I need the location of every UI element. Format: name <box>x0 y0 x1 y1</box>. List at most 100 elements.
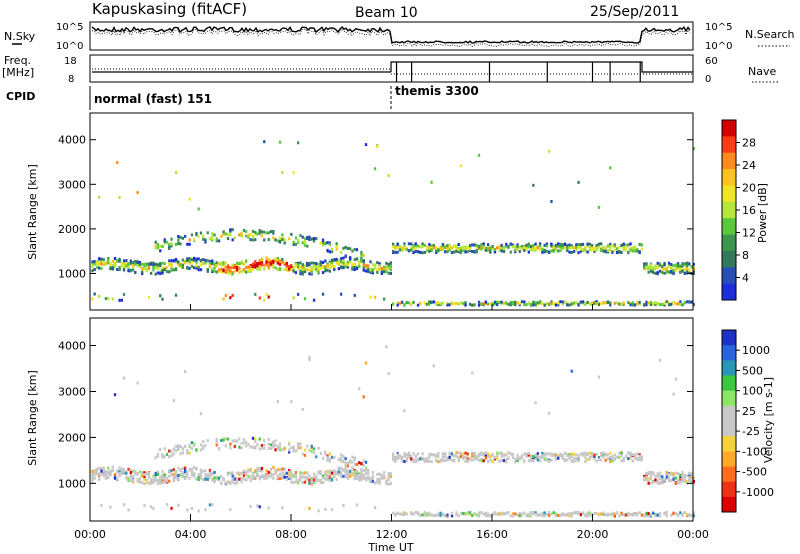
range-gate-cell <box>527 242 530 246</box>
range-gate-cell <box>428 511 431 515</box>
range-gate-cell <box>656 261 659 265</box>
range-gate-cell <box>324 470 327 474</box>
range-gate-cell <box>376 145 379 148</box>
range-gate-cell <box>245 440 248 444</box>
range-gate-cell <box>412 247 415 251</box>
range-gate-cell <box>349 469 352 473</box>
range-gate-cell <box>681 512 684 516</box>
range-gate-cell <box>609 451 612 455</box>
range-gate-cell <box>355 503 359 507</box>
range-gate-cell <box>202 440 205 444</box>
range-gate-cell <box>539 242 542 246</box>
range-gate-cell <box>229 446 232 450</box>
range-gate-cell <box>658 471 662 475</box>
range-gate-cell <box>312 237 316 241</box>
range-gate-cell <box>249 469 252 473</box>
range-gate-cell <box>321 238 325 242</box>
range-gate-cell <box>93 292 96 296</box>
range-gate-cell <box>358 387 361 391</box>
range-gate-cell <box>278 473 282 476</box>
range-gate-cell <box>575 458 578 462</box>
range-gate-cell <box>462 249 465 252</box>
range-gate-cell <box>676 478 680 482</box>
range-gate-cell <box>346 472 350 476</box>
range-gate-cell <box>202 234 205 238</box>
range-gate-cell <box>392 454 395 458</box>
range-gate-cell <box>328 478 331 482</box>
range-gate-cell <box>265 474 268 478</box>
range-gate-cell <box>143 477 146 481</box>
range-gate-cell <box>125 259 128 263</box>
range-gate-cell <box>649 266 653 270</box>
range-gate-cell <box>631 459 634 463</box>
y-tick-label: 1000 <box>58 477 86 490</box>
range-gate-cell <box>464 247 467 251</box>
range-gate-cell <box>428 302 431 306</box>
power-panel-frame <box>89 112 694 311</box>
range-gate-cell <box>100 467 103 471</box>
range-gate-cell <box>376 478 379 482</box>
range-gate-cell <box>362 459 365 463</box>
range-gate-cell <box>344 475 347 478</box>
range-gate-cell <box>622 246 625 250</box>
range-gate-cell <box>272 265 275 269</box>
freq-axis-right-bottom: 0 <box>705 74 711 85</box>
range-gate-cell <box>170 472 173 476</box>
range-gate-cell <box>371 475 374 479</box>
range-gate-cell <box>643 477 646 481</box>
range-gate-cell <box>570 514 573 518</box>
range-gate-cell <box>247 469 250 473</box>
colorbar-band <box>722 169 736 186</box>
range-gate-cell <box>224 261 227 265</box>
range-gate-cell <box>529 248 533 252</box>
range-gate-cell <box>254 230 257 234</box>
noise-axis-right-bottom: 10^0 <box>705 41 732 52</box>
range-gate-cell <box>532 300 535 304</box>
range-gate-cell <box>645 472 648 475</box>
range-gate-cell <box>161 245 164 249</box>
range-gate-cell <box>362 253 365 257</box>
range-gate-cell <box>439 302 442 306</box>
range-gate-cell <box>272 440 275 444</box>
range-gate-cell <box>98 266 101 270</box>
range-gate-cell <box>500 243 503 247</box>
range-gate-cell <box>249 445 252 449</box>
range-gate-cell <box>667 263 671 267</box>
range-gate-cell <box>405 456 408 460</box>
range-gate-cell <box>281 238 284 241</box>
range-gate-cell <box>93 470 96 474</box>
range-gate-cell <box>188 238 191 242</box>
range-gate-cell <box>554 248 558 252</box>
range-gate-cell <box>516 245 519 249</box>
range-gate-cell <box>342 459 345 463</box>
range-gate-cell <box>111 297 114 301</box>
range-gate-cell <box>450 514 454 518</box>
range-gate-cell <box>238 233 241 237</box>
range-gate-cell <box>351 466 354 470</box>
range-gate-cell <box>306 478 309 482</box>
range-gate-cell <box>364 467 368 470</box>
range-gate-cell <box>401 512 404 516</box>
range-gate-cell <box>355 257 359 261</box>
range-gate-cell <box>278 262 282 266</box>
range-gate-cell <box>511 245 515 249</box>
range-gate-cell <box>498 459 501 463</box>
range-gate-cell <box>100 262 103 266</box>
range-gate-cell <box>459 251 463 255</box>
range-gate-cell <box>217 478 221 482</box>
range-gate-cell <box>256 504 259 508</box>
range-gate-cell <box>276 259 279 263</box>
range-gate-cell <box>523 452 526 456</box>
range-gate-cell <box>425 302 429 306</box>
range-gate-cell <box>577 303 580 307</box>
range-gate-cell <box>204 238 207 242</box>
range-gate-cell <box>649 481 653 485</box>
range-gate-cell <box>278 267 282 271</box>
range-gate-cell <box>482 459 485 463</box>
range-gate-cell <box>688 268 691 272</box>
range-gate-cell <box>258 477 261 481</box>
range-gate-cell <box>638 457 641 461</box>
range-gate-cell <box>595 453 598 456</box>
range-gate-cell <box>656 479 659 483</box>
range-gate-cell <box>561 453 564 457</box>
